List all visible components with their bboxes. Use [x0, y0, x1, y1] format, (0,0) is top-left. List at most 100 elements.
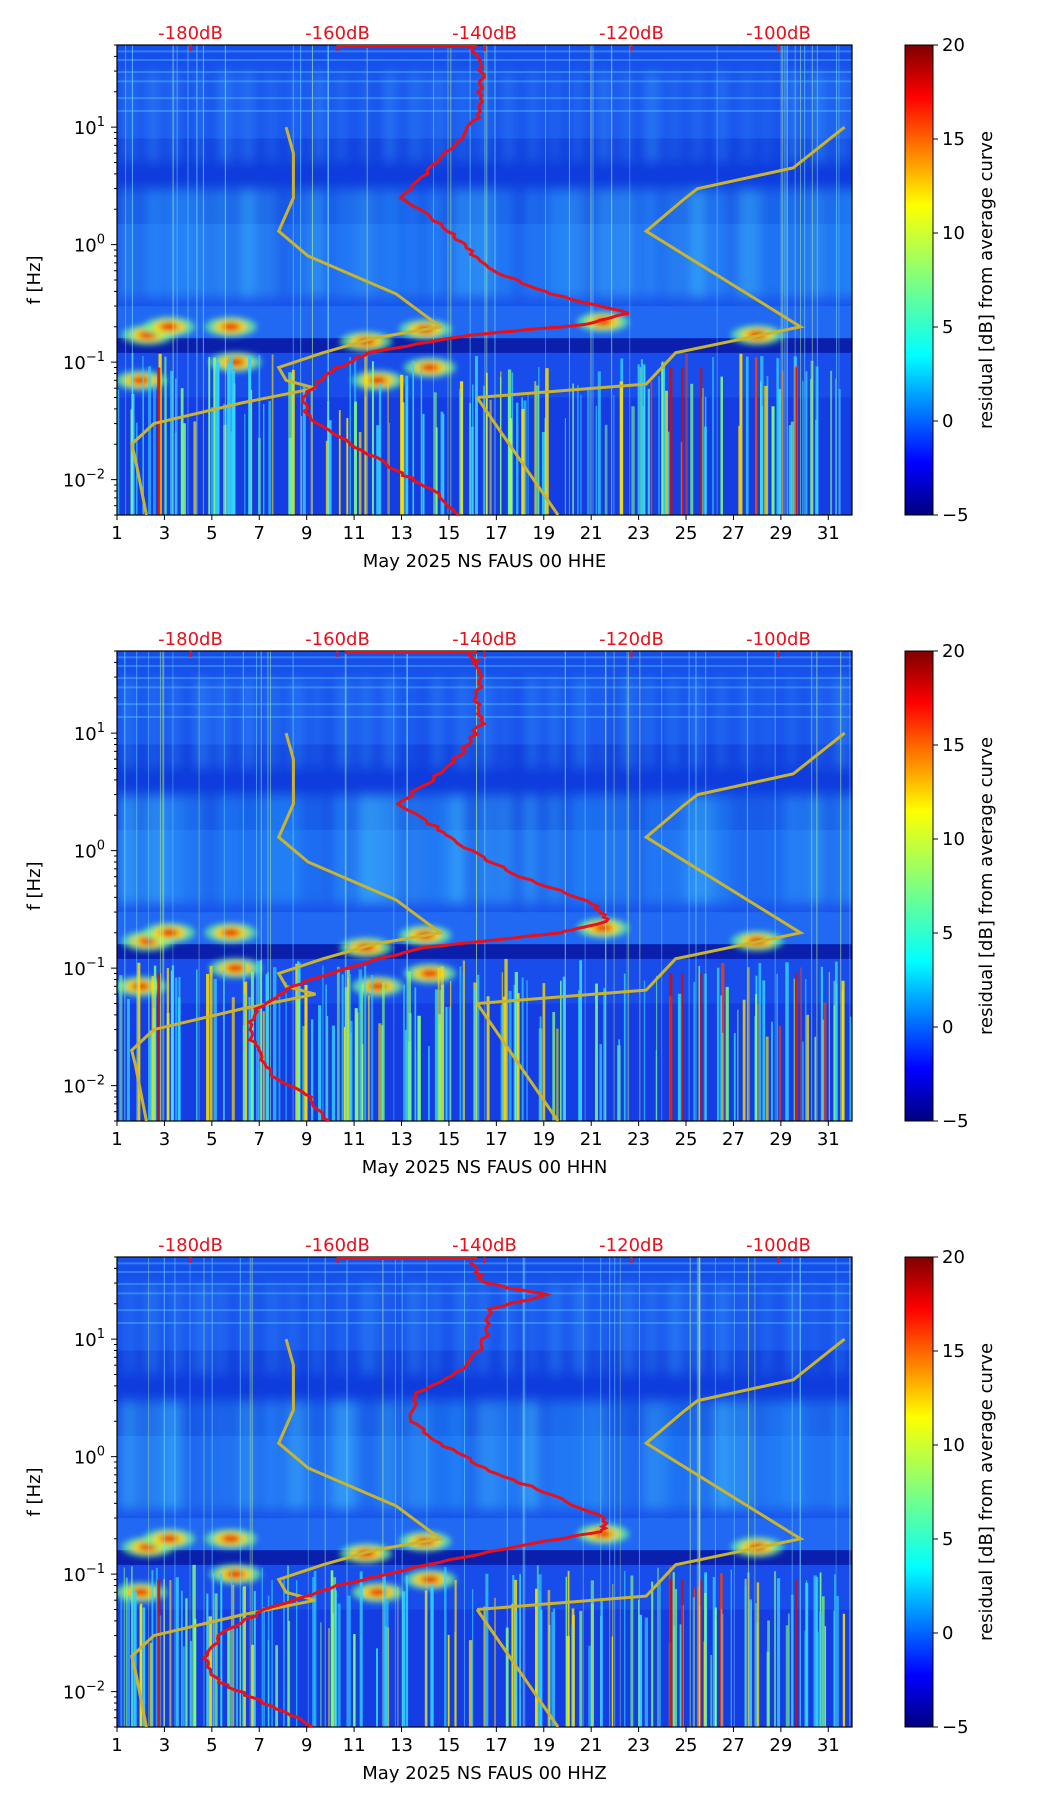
- transient-streak: [806, 1014, 809, 1121]
- transient-streak: [663, 363, 666, 515]
- thin-vertical-line: [780, 45, 782, 515]
- spectrogram-image: [117, 45, 852, 515]
- db-tick-label: -100dB: [746, 1235, 811, 1256]
- transient-streak: [244, 993, 246, 1121]
- day-blob: [763, 677, 773, 769]
- transient-streak: [422, 413, 425, 515]
- hf-line: [117, 1292, 852, 1295]
- x-tick-label: 21: [580, 1129, 603, 1150]
- transient-streak: [572, 383, 574, 515]
- transient-streak: [600, 1599, 603, 1727]
- transient-streak: [527, 394, 529, 515]
- day-blob: [166, 1400, 185, 1511]
- thin-vertical-line: [747, 1257, 749, 1727]
- thin-vertical-line: [494, 45, 496, 515]
- transient-streak: [813, 1575, 817, 1727]
- transient-streak: [710, 1654, 713, 1727]
- x-tick-label: 19: [532, 523, 555, 544]
- x-tick-label: 1: [111, 1129, 122, 1150]
- y-tick-exponent: −2: [86, 468, 105, 483]
- day-blob: [170, 677, 180, 769]
- transient-streak: [650, 381, 653, 515]
- day-blob: [502, 1283, 514, 1375]
- transient-streak: [760, 356, 764, 515]
- day-blob: [166, 794, 189, 905]
- x-tick-label: 31: [817, 1129, 840, 1150]
- transient-streak: [262, 1011, 265, 1121]
- transient-streak: [175, 1577, 179, 1727]
- thin-vertical-line: [163, 651, 165, 1121]
- transient-streak: [358, 432, 362, 515]
- thin-vertical-line: [804, 45, 806, 515]
- x-tick-label: 21: [580, 523, 603, 544]
- day-blob: [403, 1400, 430, 1511]
- day-blob: [711, 188, 729, 299]
- transient-streak: [206, 974, 210, 1121]
- transient-streak: [838, 388, 841, 515]
- y-axis-label: f [Hz]: [24, 1467, 45, 1516]
- transient-streak: [169, 1580, 172, 1727]
- day-blob: [668, 677, 678, 769]
- transient-streak: [417, 1015, 421, 1121]
- transient-streak: [459, 391, 461, 515]
- day-blob: [193, 677, 210, 769]
- transient-streak: [679, 1624, 683, 1727]
- thin-vertical-line: [211, 1257, 213, 1727]
- transient-streak: [259, 960, 263, 1121]
- red-psd-curve: [301, 45, 630, 515]
- thin-vertical-line: [799, 45, 801, 515]
- day-blob: [379, 794, 401, 905]
- colorbar-hhn: −5 0 5 10 15 20 residual [dB] from average cur…: [904, 641, 997, 1132]
- y-tick-base: 10: [63, 471, 86, 492]
- thin-vertical-line: [406, 651, 408, 1121]
- thin-vertical-line: [292, 651, 294, 1121]
- transient-streak: [227, 1629, 231, 1727]
- x-tick-label: 23: [627, 1129, 650, 1150]
- day-blob: [118, 794, 138, 905]
- transient-streak: [821, 1596, 825, 1727]
- day-blob: [383, 71, 397, 163]
- db-tick-label: -180dB: [158, 23, 223, 44]
- thin-vertical-line: [791, 1257, 793, 1727]
- storm-peak: [594, 923, 613, 932]
- transient-streak: [508, 990, 512, 1121]
- transient-streak: [836, 1595, 839, 1727]
- transient-streak: [371, 361, 374, 515]
- transient-streak: [354, 401, 357, 515]
- day-blob: [593, 1400, 612, 1511]
- transient-streak: [438, 1014, 441, 1121]
- thin-vertical-line: [785, 45, 787, 515]
- thin-vertical-line: [733, 1257, 735, 1727]
- transient-streak: [702, 388, 704, 515]
- hf-line: [117, 80, 852, 83]
- y-tick-exponent: 1: [97, 1327, 105, 1342]
- thin-vertical-line: [754, 1257, 756, 1727]
- day-blob: [759, 794, 781, 905]
- colorbar-tick-label: 10: [942, 829, 965, 850]
- colorbar-tick-label: 5: [942, 923, 953, 944]
- colorbar-gradient: [904, 650, 934, 1122]
- day-blob: [502, 677, 511, 769]
- transient-streak: [337, 1603, 341, 1727]
- storm-peak: [221, 928, 240, 937]
- x-tick-label: 11: [343, 1129, 366, 1150]
- storm-peak: [226, 964, 245, 973]
- x-tick-label: 31: [817, 1735, 840, 1756]
- transient-streak: [511, 1603, 513, 1727]
- transient-streak: [185, 1598, 188, 1727]
- x-tick-label: 17: [485, 523, 508, 544]
- day-blob: [806, 1400, 828, 1511]
- transient-streak: [164, 356, 167, 515]
- day-blob: [858, 677, 873, 768]
- thin-vertical-line: [202, 45, 204, 515]
- strong-streak: [157, 1579, 161, 1727]
- day-blob: [834, 1283, 844, 1375]
- day-blob: [854, 795, 870, 905]
- day-blob: [237, 188, 259, 299]
- transient-streak: [378, 382, 382, 515]
- transient-streak: [367, 995, 370, 1121]
- low-frequency-streaks: [120, 1257, 851, 1727]
- transient-streak: [296, 996, 301, 1121]
- y-tick-label: 100: [74, 1445, 105, 1469]
- day-blob: [521, 1400, 540, 1511]
